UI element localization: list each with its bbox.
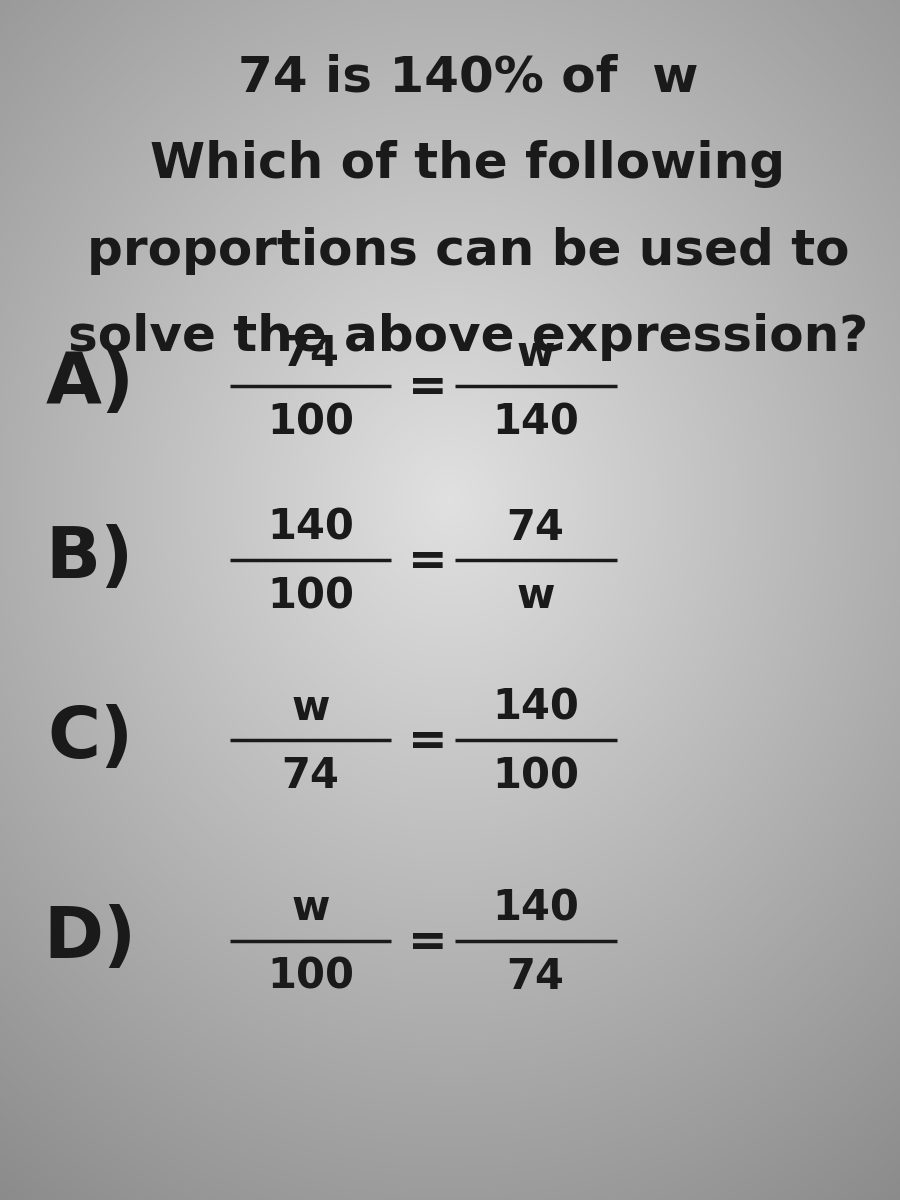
Text: B): B) — [46, 523, 134, 593]
Text: 140: 140 — [492, 401, 579, 443]
Text: 100: 100 — [267, 955, 354, 998]
Text: solve the above expression?: solve the above expression? — [68, 313, 868, 361]
Text: D): D) — [43, 904, 137, 973]
Text: w: w — [517, 575, 554, 617]
Text: 100: 100 — [492, 756, 579, 797]
Text: =: = — [408, 540, 447, 586]
Text: 140: 140 — [492, 888, 579, 929]
Text: 100: 100 — [267, 401, 354, 443]
Text: 74 is 140% of  w: 74 is 140% of w — [238, 54, 698, 102]
Text: 74: 74 — [507, 955, 564, 998]
Text: 74: 74 — [282, 332, 339, 374]
Text: 74: 74 — [507, 506, 564, 548]
Text: w: w — [517, 332, 554, 374]
Text: =: = — [408, 920, 447, 966]
Text: =: = — [408, 720, 447, 766]
Text: 74: 74 — [282, 756, 339, 797]
Text: Which of the following: Which of the following — [150, 140, 786, 188]
Text: C): C) — [47, 703, 133, 773]
Text: 100: 100 — [267, 575, 354, 617]
Text: A): A) — [46, 349, 134, 419]
Text: 140: 140 — [267, 506, 354, 548]
Text: proportions can be used to: proportions can be used to — [86, 227, 850, 275]
Text: w: w — [292, 888, 329, 929]
Text: w: w — [292, 686, 329, 730]
Text: =: = — [408, 366, 447, 412]
Text: 140: 140 — [492, 686, 579, 730]
